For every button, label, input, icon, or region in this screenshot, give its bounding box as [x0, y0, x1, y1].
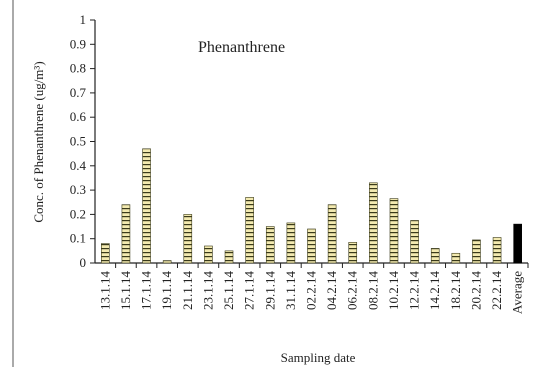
x-tick-label: 23.1.14	[200, 271, 215, 311]
bar	[265, 226, 275, 264]
bar	[389, 198, 399, 264]
bar	[472, 239, 481, 264]
y-axis-label: Conc. of Phenanthrene (ug/m³)	[31, 61, 46, 222]
y-tick-label: 0.1	[70, 231, 86, 246]
bar	[286, 222, 296, 264]
y-tick-label: 0.5	[70, 134, 86, 149]
x-tick-label: 29.1.14	[262, 271, 277, 311]
x-tick-label: 14.2.14	[427, 271, 442, 311]
x-tick-label: 12.2.14	[407, 271, 422, 311]
x-tick-label: 10.2.14	[386, 271, 401, 311]
bar	[348, 242, 358, 264]
x-tick-label: 17.1.14	[139, 271, 154, 311]
x-tick-label: 21.1.14	[180, 271, 195, 311]
y-tick-label: 1	[80, 12, 87, 27]
plot-area: 0 0.1 0.2 0.3 0.4 0.5 0.6 0.7 0.8 0.9 1 13.1.14 15.1…	[70, 12, 529, 314]
bar	[204, 245, 213, 264]
x-tick-label: 18.2.14	[448, 271, 463, 311]
x-tick-label: Average	[510, 271, 525, 314]
bar	[369, 182, 378, 264]
y-tick-label: 0.3	[70, 182, 86, 197]
bar	[245, 197, 254, 264]
bar	[183, 214, 193, 264]
bar	[162, 260, 172, 264]
x-tick-label: 19.1.14	[159, 271, 174, 311]
y-tick-label: 0.9	[70, 36, 86, 51]
bar	[513, 223, 522, 264]
bar	[101, 243, 110, 264]
y-tick-label: 0.2	[70, 206, 86, 221]
x-tick-label: 15.1.14	[118, 271, 133, 311]
x-axis-label: Sampling date	[281, 350, 356, 365]
bar	[327, 204, 337, 264]
x-tick-label: 22.2.14	[489, 270, 504, 310]
x-tick-label: 27.1.14	[242, 271, 257, 311]
bar	[307, 228, 316, 264]
bar	[142, 148, 151, 264]
y-tick-label: 0.4	[70, 158, 87, 173]
x-tick-label: 31.1.14	[283, 271, 298, 311]
bar	[224, 250, 234, 264]
x-tick-label: 04.2.14	[324, 271, 339, 311]
x-tick-label: 20.2.14	[468, 271, 483, 311]
bar	[410, 220, 419, 264]
bar	[451, 252, 461, 264]
x-tick-label: 08.2.14	[365, 271, 380, 311]
bar	[430, 248, 440, 264]
bar	[121, 204, 131, 264]
y-tick-label: 0.6	[70, 109, 87, 124]
x-tick-label: 13.1.14	[97, 271, 112, 311]
bar	[492, 237, 502, 264]
x-tick-label: 25.1.14	[221, 271, 236, 311]
chart-title: Phenanthrene	[198, 39, 285, 56]
y-tick-label: 0.8	[70, 61, 86, 76]
x-tick-label: 02.2.14	[304, 271, 319, 311]
y-tick-label: 0	[80, 255, 87, 270]
y-tick-label: 0.7	[70, 85, 87, 100]
x-tick-label: 06.2.14	[345, 271, 360, 311]
